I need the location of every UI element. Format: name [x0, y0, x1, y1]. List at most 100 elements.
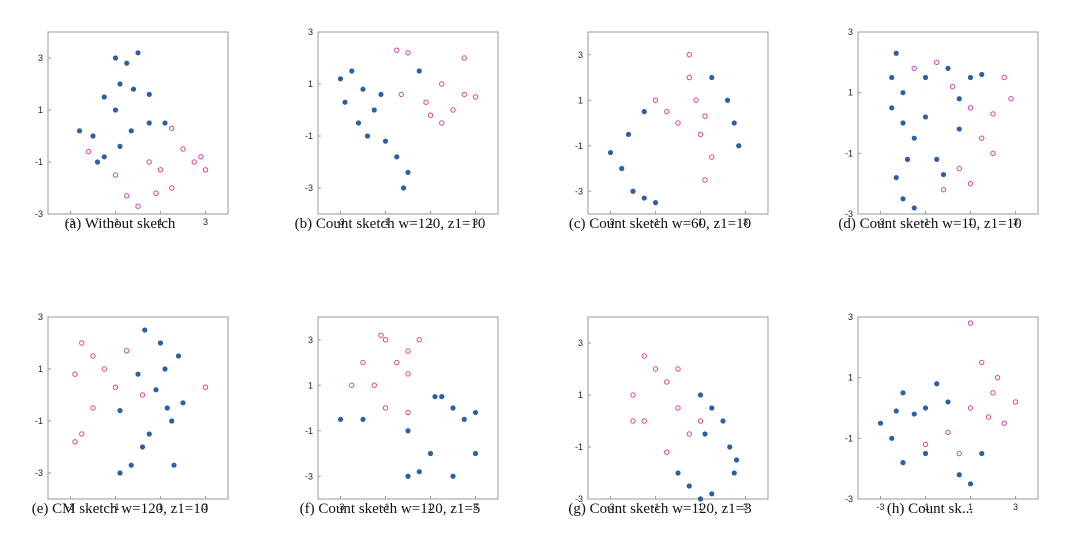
data-point-filled [364, 133, 371, 139]
data-point-open [169, 185, 175, 191]
data-point-filled [416, 469, 422, 475]
x-tick-label: -3 [66, 217, 74, 227]
data-point-open [157, 167, 164, 173]
scatter-plot: -3 -1 1 3 3 1 -1 -3 [845, 27, 1039, 227]
data-point-open [90, 405, 96, 411]
x-tick-label: 3 [743, 502, 748, 512]
data-point-open [630, 418, 636, 424]
scatter-plot: -3 -1 1 3 3 1 -1 -3 [35, 31, 229, 227]
data-point-filled [934, 156, 940, 162]
data-point-open [675, 405, 681, 411]
data-point-open [153, 190, 159, 196]
data-point-filled [153, 387, 159, 393]
data-point-open [90, 353, 96, 359]
data-point-filled [900, 390, 906, 396]
y-tick-label: 3 [848, 312, 853, 322]
data-point-filled [157, 340, 164, 346]
data-point-open [664, 108, 670, 115]
data-point-filled [736, 143, 742, 149]
y-tick-label: -1 [35, 157, 43, 167]
data-point-open [124, 348, 130, 354]
data-point-filled [405, 428, 411, 434]
data-point-filled [956, 472, 962, 478]
data-point-open [139, 392, 146, 398]
data-point-filled [630, 188, 636, 194]
data-point-open [675, 366, 681, 372]
data-point-open [398, 91, 404, 98]
data-point-filled [349, 68, 355, 74]
data-point-filled [900, 196, 906, 202]
data-point-open [945, 429, 951, 435]
scatter-plot: -3 -1 1 3 3 1 -1 -3 [305, 27, 499, 227]
y-tick-label: 3 [38, 312, 43, 322]
data-point-open [382, 405, 389, 411]
panel-count-sketch-w60-z10: -3 -1 1 3 3 1 -1 -3 (c) Count sketch w=60, z1=1… [540, 0, 780, 232]
y-tick-label: -3 [35, 468, 43, 478]
data-point-open [423, 99, 429, 105]
x-tick-label: -1 [111, 502, 119, 512]
data-point-filled [130, 86, 137, 92]
data-point-filled [733, 457, 740, 463]
data-point-filled [619, 165, 625, 172]
x-tick-label: -3 [606, 217, 614, 227]
x-tick-label: -1 [381, 217, 389, 227]
data-point-open [652, 97, 659, 103]
data-point-filled [355, 120, 362, 126]
data-point-open [940, 187, 947, 193]
data-point-open [967, 180, 974, 187]
panel-without-sketch: -3 -1 1 3 3 1 -1 -3 (a) Without sketch [0, 0, 240, 232]
data-point-filled [146, 120, 152, 126]
y-tick-label: -3 [305, 471, 313, 481]
x-tick-label: -1 [921, 502, 929, 512]
data-point-filled [128, 462, 134, 468]
data-point-open [360, 359, 366, 366]
data-point-open [146, 159, 152, 165]
data-point-filled [979, 71, 985, 78]
y-tick-label: -1 [305, 131, 313, 141]
x-tick-label: 3 [203, 217, 208, 227]
data-point-filled [101, 154, 107, 160]
data-point-open [985, 414, 992, 420]
data-point-open [664, 379, 670, 385]
x-tick-label: -3 [606, 502, 614, 512]
data-point-open [934, 59, 940, 66]
data-point-open [450, 107, 456, 113]
y-tick-label: -1 [35, 416, 43, 426]
data-point-filled [135, 371, 141, 377]
data-point-filled [607, 149, 614, 156]
y-tick-label: -3 [305, 183, 313, 193]
data-point-filled [641, 109, 647, 115]
y-tick-label: -3 [35, 209, 43, 219]
data-point-filled [405, 473, 411, 479]
panel-cm-sketch-w120-z10: -3 -1 1 3 3 1 -1 -3 (e) CM sketch w=120, z1=10 [0, 285, 240, 517]
data-point-open [135, 203, 141, 209]
panel-count-sketch-w120-z3: -3 -1 1 3 3 1 -1 -3 (g) Count sketch w=120, z1=… [540, 285, 780, 517]
data-point-open [1001, 420, 1007, 426]
caption: (a) Without sketch [64, 216, 176, 232]
data-point-filled [337, 76, 344, 82]
scatter-plot: -3 -1 1 3 3 1 -1 -3 [35, 312, 229, 512]
data-point-filled [697, 496, 704, 502]
data-point-filled [128, 128, 134, 134]
data-point-filled [139, 444, 146, 450]
data-point-open [382, 337, 389, 343]
x-tick-label: 1 [428, 217, 433, 227]
data-point-open [472, 94, 479, 100]
y-tick-label: -1 [575, 141, 583, 151]
data-point-filled [956, 126, 962, 132]
data-point-open [191, 159, 197, 165]
data-point-filled [940, 171, 947, 178]
x-tick-label: 3 [203, 502, 208, 512]
data-point-filled [135, 50, 141, 56]
data-point-open [686, 74, 692, 81]
data-point-open [702, 113, 708, 119]
data-point-open [979, 359, 985, 366]
data-point-open [439, 81, 445, 87]
x-tick-label: 1 [158, 217, 163, 227]
data-point-filled [112, 107, 119, 113]
x-tick-label: 1 [698, 502, 703, 512]
data-point-filled [169, 418, 175, 424]
data-point-filled [162, 366, 168, 372]
caption: (f) Count sketch w=120, z1=5 [299, 501, 481, 517]
data-point-filled [697, 392, 704, 398]
